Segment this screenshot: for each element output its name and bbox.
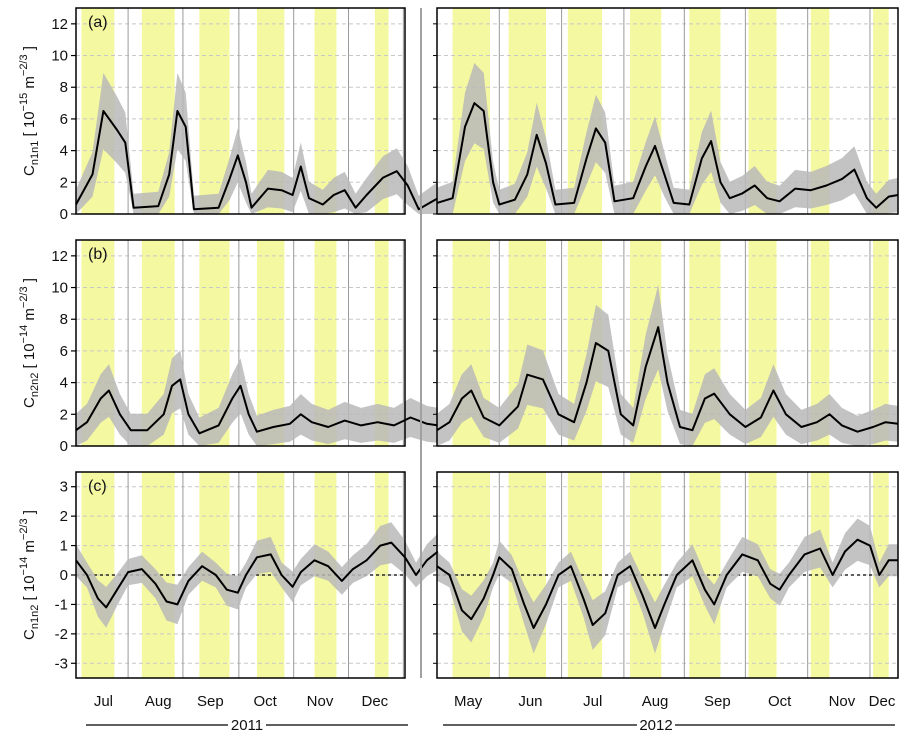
y-tick-label: 8 (60, 79, 68, 96)
y-label-exp2: −2/3 (18, 286, 30, 308)
y-tick-label: 10 (51, 48, 68, 65)
panel-a-2011: 0 2 4 6 8 10 12 (51, 7, 439, 223)
x-month-label: Dec (869, 693, 896, 710)
y-tick-label: 10 (51, 280, 68, 297)
panel-b-2011: 0 2 4 6 8 10 12 (51, 239, 439, 455)
y-axis-label: Cn1n2 [ 10−14 m−2/3 ] (18, 510, 41, 640)
y-tick-label: 2 (60, 508, 68, 525)
plot-frame (75, 7, 406, 215)
envelope-area (76, 72, 438, 215)
plot-frame (436, 7, 899, 215)
x-month-label: Jul (583, 693, 602, 710)
data-line (75, 110, 439, 211)
x-month-label: Aug (642, 693, 669, 710)
x-month-label: May (454, 693, 483, 710)
envelope-area (437, 63, 898, 214)
panel-b-2012 (433, 239, 899, 447)
y-tick-label: 1 (60, 538, 68, 555)
month-band (873, 8, 889, 214)
x-month-label: Sep (704, 693, 731, 710)
panel-label: (c) (88, 478, 107, 495)
year-label-2012: 2012 (639, 717, 672, 734)
year-label-2011: 2011 (231, 717, 263, 734)
x-month-label: Sep (197, 693, 224, 710)
y-tick-label: 0 (60, 567, 68, 584)
month-band (374, 472, 389, 678)
y-axis-label: Cn2n2 [ 10−14 m−2/3 ] (18, 278, 41, 408)
data-line (75, 541, 439, 609)
month-band (374, 240, 389, 446)
x-month-label: Nov (307, 693, 334, 710)
y-tick-label: -1 (55, 596, 68, 613)
y-tick-label: 4 (60, 143, 68, 160)
data-line (75, 378, 439, 435)
y-label-mid: m (21, 76, 38, 93)
y-label-exp1: −14 (18, 557, 30, 576)
y-label-rest: [ 10 (21, 343, 38, 372)
y-tick-label: 2 (60, 406, 68, 423)
panel-a-2012 (433, 7, 899, 215)
y-label-rest: [ 10 (21, 575, 38, 604)
x-month-label: Oct (768, 693, 792, 710)
y-tick-label: 6 (60, 111, 68, 128)
y-label-exp2: −2/3 (18, 54, 30, 76)
y-tick-label: 12 (51, 248, 68, 265)
month-band (810, 240, 830, 446)
x-month-label: Aug (145, 693, 172, 710)
y-label-sub: n2n2 (29, 373, 41, 397)
y-tick-label: -3 (55, 655, 68, 672)
month-band (873, 240, 889, 446)
y-label-sub: n1n2 (29, 605, 41, 629)
x-month-label: Dec (361, 693, 388, 710)
plot-frame (436, 239, 899, 447)
y-tick-label: 2 (60, 174, 68, 191)
data-line (436, 538, 898, 629)
panel-c-2011: -3 -2 -1 0 1 2 3 (55, 471, 439, 679)
y-label-mid: m (21, 540, 38, 557)
y-label-main: C (21, 397, 38, 408)
y-label-mid: m (21, 308, 38, 325)
y-tick-label: 0 (60, 206, 68, 223)
envelope-area (437, 285, 898, 446)
y-tick-label: -2 (55, 626, 68, 643)
y-label-exp1: −15 (18, 93, 30, 112)
y-label-end: ] (21, 510, 38, 518)
data-line (436, 326, 899, 433)
y-label-main: C (21, 165, 38, 176)
x-month-label: Nov (829, 693, 856, 710)
panel-label: (a) (88, 14, 108, 31)
y-label-sub: n1n1 (29, 141, 41, 165)
panel-c-2012 (433, 471, 899, 679)
envelope-area (437, 518, 898, 654)
data-line (436, 102, 899, 209)
y-tick-label: 8 (60, 311, 68, 328)
y-tick-label: 12 (51, 16, 68, 33)
y-tick-label: 6 (60, 343, 68, 360)
x-month-label: Jul (94, 693, 113, 710)
y-tick-label: 4 (60, 375, 68, 392)
y-label-end: ] (21, 46, 38, 54)
panel-label: (b) (88, 246, 108, 263)
y-label-exp1: −14 (18, 325, 30, 344)
y-label-rest: [ 10 (21, 111, 38, 140)
y-axis-label: Cn1n1 [ 10−15 m−2/3 ] (18, 46, 41, 176)
y-tick-label: 0 (60, 438, 68, 455)
y-label-exp2: −2/3 (18, 518, 30, 540)
y-label-main: C (21, 629, 38, 640)
month-band (810, 472, 830, 678)
x-month-label: Jun (518, 693, 542, 710)
month-band (314, 8, 337, 214)
month-band (314, 240, 337, 446)
plot-frame (75, 239, 406, 447)
y-label-end: ] (21, 278, 38, 286)
month-band (810, 8, 830, 214)
x-month-label: Oct (254, 693, 278, 710)
y-tick-label: 3 (60, 479, 68, 496)
